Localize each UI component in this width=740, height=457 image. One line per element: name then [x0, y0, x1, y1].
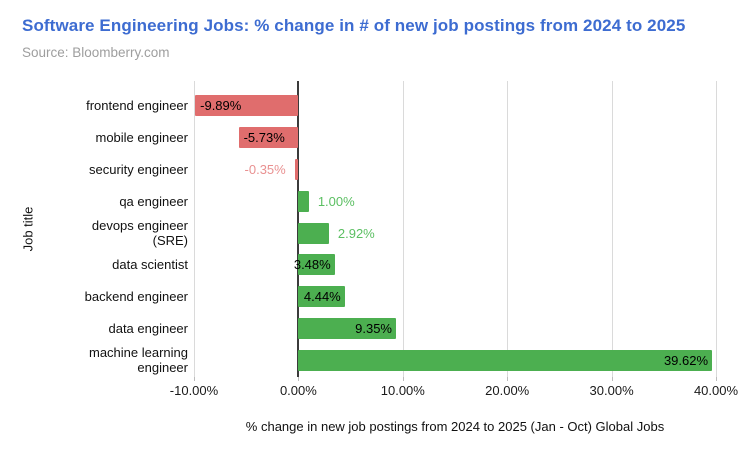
y-category-label: machine learning engineer — [88, 345, 188, 376]
axis-tick — [507, 377, 509, 381]
bar-value-label: 3.48% — [293, 257, 331, 273]
axis-tick — [611, 377, 613, 381]
bar-value-label: 9.35% — [355, 320, 392, 336]
bar — [195, 95, 299, 117]
chart-title: Software Engineering Jobs: % change in #… — [22, 16, 686, 35]
y-axis-title: Job title — [20, 206, 36, 252]
y-category-label: mobile engineer — [95, 130, 188, 146]
grid-line — [402, 81, 404, 377]
x-tick-label: -10.00% — [169, 383, 219, 398]
bar — [238, 127, 299, 149]
grid-line — [507, 81, 509, 377]
x-axis-title: % change in new job postings from 2024 t… — [245, 419, 665, 434]
y-category-label: data engineer — [108, 320, 188, 336]
y-category-label: data scientist — [112, 257, 188, 273]
bar — [298, 286, 345, 308]
bar-value-label: -9.89% — [200, 98, 242, 114]
bar — [298, 190, 309, 212]
bar — [298, 317, 396, 339]
bar-value-label: 4.44% — [303, 289, 341, 305]
bar-value-label: 39.62% — [663, 352, 709, 368]
bar-value-label: 2.92% — [337, 225, 375, 241]
grid-line — [716, 81, 717, 377]
x-tick-label: 0.00% — [279, 383, 317, 398]
axis-tick — [402, 377, 404, 381]
x-tick-label: 10.00% — [380, 383, 425, 398]
bar-value-label: -5.73% — [243, 130, 285, 146]
x-tick-label: 40.00% — [693, 383, 739, 398]
grid-line — [194, 81, 195, 377]
bar — [298, 222, 329, 244]
y-category-label: devops engineer (SRE) — [91, 217, 188, 248]
bar — [298, 254, 335, 276]
axis-tick — [194, 377, 195, 381]
axis-tick — [298, 377, 300, 381]
y-category-label: backend engineer — [84, 289, 188, 305]
axis-tick — [716, 377, 717, 381]
bar — [294, 158, 299, 180]
bar-value-label: 1.00% — [317, 193, 355, 209]
chart-subtitle: Source: Bloomberry.com — [22, 45, 170, 60]
x-tick-label: 30.00% — [589, 383, 634, 398]
x-tick-label: 20.00% — [485, 383, 530, 398]
y-category-label: qa engineer — [119, 193, 188, 209]
bar-value-label: -0.35% — [244, 161, 286, 177]
grid-line — [611, 81, 613, 377]
y-category-label: security engineer — [89, 161, 188, 177]
y-category-label: frontend engineer — [86, 98, 188, 114]
bar — [298, 349, 713, 371]
